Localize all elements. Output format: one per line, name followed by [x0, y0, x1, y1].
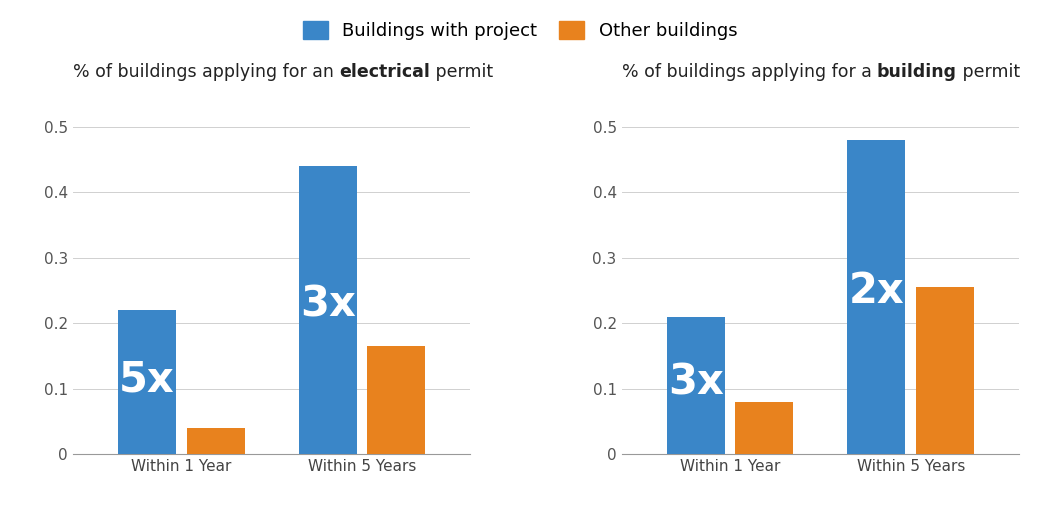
Text: 3x: 3x [300, 283, 356, 325]
Legend: Buildings with project, Other buildings: Buildings with project, Other buildings [295, 14, 745, 48]
Bar [735, 402, 794, 454]
Bar [916, 287, 974, 454]
Text: % of buildings applying for a: % of buildings applying for a [622, 63, 877, 81]
Bar [367, 346, 425, 454]
Text: electrical: electrical [339, 63, 431, 81]
Bar [186, 428, 244, 454]
Bar [848, 140, 906, 454]
Text: 2x: 2x [849, 270, 905, 312]
Text: building: building [877, 63, 957, 81]
Bar [118, 310, 176, 454]
Bar [667, 317, 725, 454]
Text: 5x: 5x [119, 358, 175, 400]
Text: permit: permit [957, 63, 1020, 81]
Text: permit: permit [431, 63, 493, 81]
Text: % of buildings applying for an: % of buildings applying for an [73, 63, 339, 81]
Text: 3x: 3x [668, 362, 724, 404]
Bar [298, 166, 357, 454]
